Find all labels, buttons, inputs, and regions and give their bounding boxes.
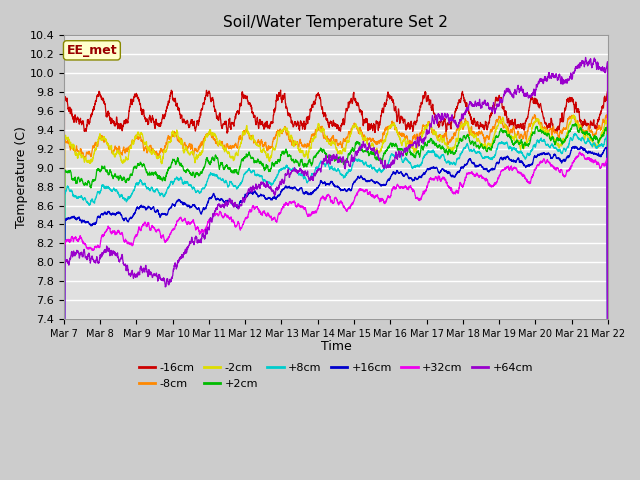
Text: EE_met: EE_met: [67, 44, 117, 57]
Y-axis label: Temperature (C): Temperature (C): [15, 126, 28, 228]
X-axis label: Time: Time: [321, 340, 351, 353]
Legend: -16cm, -8cm, -2cm, +2cm, +8cm, +16cm, +32cm, +64cm: -16cm, -8cm, -2cm, +2cm, +8cm, +16cm, +3…: [134, 359, 538, 393]
Title: Soil/Water Temperature Set 2: Soil/Water Temperature Set 2: [223, 15, 449, 30]
